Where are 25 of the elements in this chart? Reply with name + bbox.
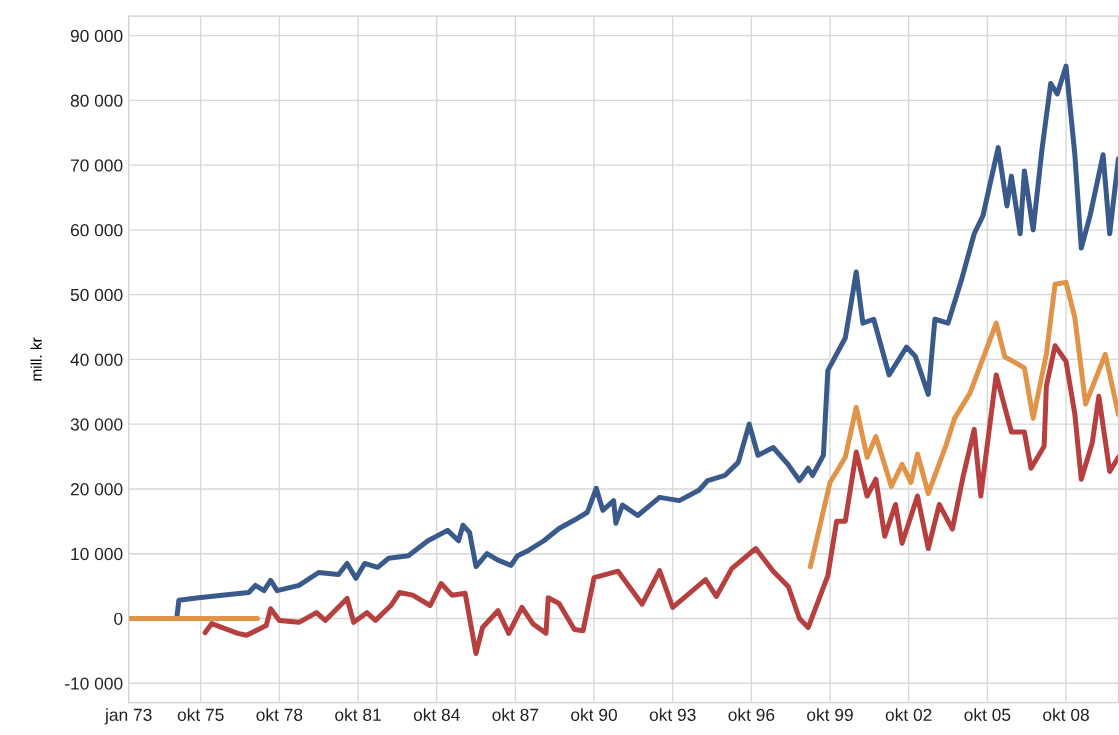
x-tick-label: okt 08 <box>1043 708 1089 721</box>
x-tick-label: okt 99 <box>807 708 853 721</box>
y-tick-label: 50 000 <box>70 288 123 302</box>
x-tick-label: okt 75 <box>177 708 224 721</box>
y-tick-label: 80 000 <box>70 94 123 107</box>
x-tick-label: okt 05 <box>964 708 1011 721</box>
y-tick-label: 30 000 <box>70 418 123 431</box>
x-tick-label: jan 73 <box>104 708 152 725</box>
x-tick-label: okt 81 <box>335 708 381 721</box>
x-tick-label: okt 87 <box>492 708 539 721</box>
y-axis-title: mill. kr <box>30 337 42 381</box>
y-tick-label: 20 000 <box>70 483 123 496</box>
y-tick-label: -10 000 <box>65 677 123 690</box>
y-tick-label: 10 000 <box>71 547 123 561</box>
x-tick-label: okt 96 <box>728 708 775 721</box>
x-tick-label: okt 78 <box>256 708 303 721</box>
y-tick-label: 90 000 <box>70 29 123 43</box>
y-tick-label: 40 000 <box>70 353 123 366</box>
x-tick-label: okt 84 <box>413 708 460 721</box>
x-tick-label: okt 93 <box>649 708 696 721</box>
y-tick-label: 0 <box>114 612 123 625</box>
y-tick-label: 60 000 <box>70 224 123 237</box>
x-tick-label: okt 90 <box>571 708 617 721</box>
y-tick-label: 70 000 <box>70 159 123 172</box>
x-tick-label: okt 02 <box>885 708 932 721</box>
